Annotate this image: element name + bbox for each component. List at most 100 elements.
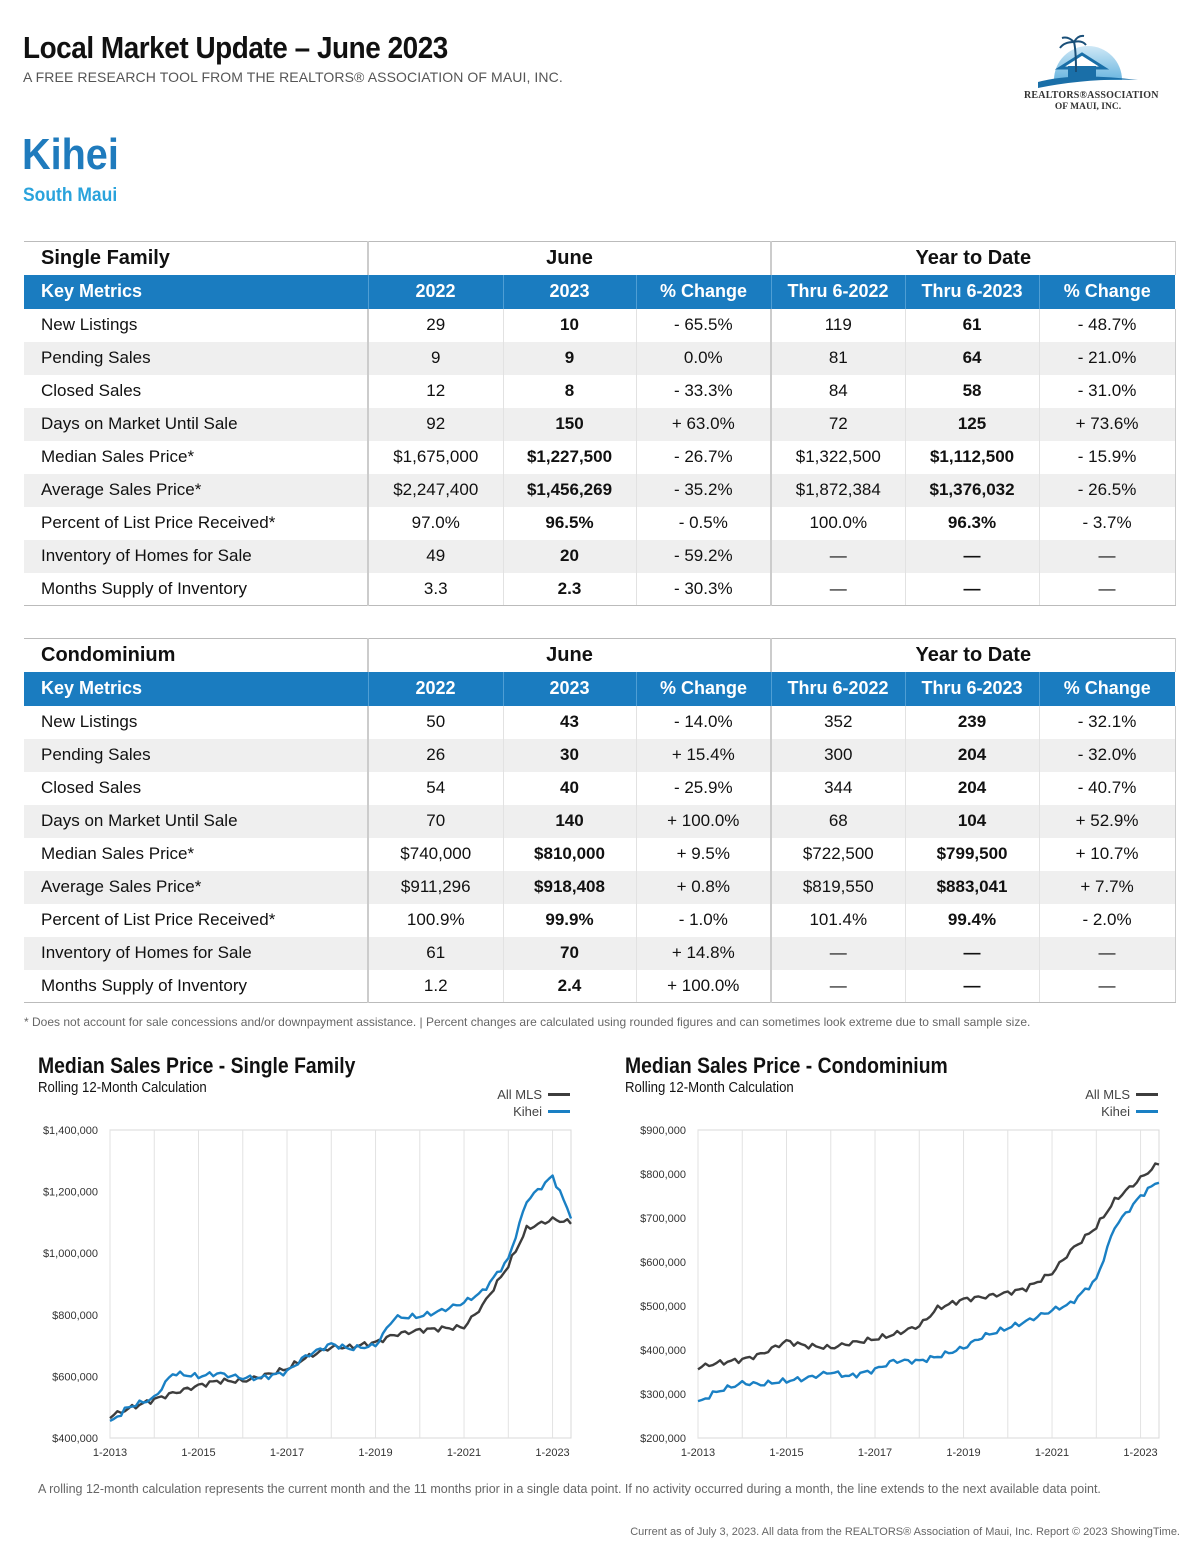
table-section-title: Condominium (24, 638, 368, 672)
metric-value: - 1.0% (635, 903, 772, 937)
metric-value: — (1038, 969, 1176, 1003)
series-line-kihei (109, 1174, 573, 1422)
metric-value: 96.3% (904, 506, 1040, 540)
legend-item-kihei: Kihei (420, 1103, 570, 1120)
metric-value: 352 (770, 705, 906, 739)
metric-name: Percent of List Price Received* (24, 506, 368, 540)
metric-value: $810,000 (502, 837, 636, 871)
metric-name: Average Sales Price* (24, 870, 368, 904)
table-row: Months Supply of Inventory 3.3 2.3- 30.3% —… (24, 572, 1176, 606)
metric-value: - 33.3% (635, 374, 772, 408)
metric-value: + 9.5% (635, 837, 772, 871)
metric-value: - 32.0% (1038, 738, 1176, 772)
metric-value: $918,408 (502, 870, 636, 904)
metric-value: 344 (770, 771, 906, 805)
metric-name: Average Sales Price* (24, 473, 368, 507)
chart-legend: All MLS Kihei (420, 1086, 570, 1120)
table-row: Days on Market Until Sale 92 150 + 63.0% 72 1… (24, 407, 1176, 441)
metric-value: 204 (904, 771, 1040, 805)
metric-value: 58 (904, 374, 1040, 408)
logo-text-line1: REALTORS®ASSOCIATION (1024, 90, 1159, 101)
metric-value: 104 (904, 804, 1040, 838)
table-row: Closed Sales 54 40- 25.9% 344 204- 40.7% (24, 771, 1176, 805)
metric-value: 96.5% (502, 506, 636, 540)
metric-value: + 63.0% (635, 407, 772, 441)
x-tick-label: 1-2019 (946, 1447, 980, 1459)
metric-value: 119 (770, 308, 906, 342)
metric-value: — (1038, 572, 1176, 606)
metric-value: 70 (367, 804, 503, 838)
x-tick-label: 1-2017 (270, 1447, 304, 1459)
y-tick-label: $500,000 (640, 1301, 686, 1313)
column-header: % Change (1038, 274, 1176, 309)
metric-value: 20 (502, 539, 636, 573)
legend-item-all-mls: All MLS (420, 1086, 570, 1103)
column-header: Key Metrics (24, 274, 368, 309)
metric-value: - 3.7% (1038, 506, 1176, 540)
column-header: Thru 6-2022 (770, 274, 906, 309)
metric-value: 61 (367, 936, 503, 970)
table-row: Median Sales Price* $1,675,000 $1,227,500-… (24, 440, 1176, 474)
metric-value: - 65.5% (635, 308, 772, 342)
metric-value: 150 (502, 407, 636, 441)
metric-value: $1,872,384 (770, 473, 906, 507)
y-tick-label: $1,400,000 (43, 1125, 98, 1137)
metric-name: Percent of List Price Received* (24, 903, 368, 937)
metric-value: 100.9% (367, 903, 503, 937)
legend-label: All MLS (497, 1087, 542, 1102)
metric-value: + 100.0% (635, 969, 772, 1003)
metric-value: - 30.3% (635, 572, 772, 606)
table-row: Inventory of Homes for Sale 61 70 + 14.8% — —… (24, 936, 1176, 970)
period-month-header: June (366, 638, 772, 672)
metric-name: Days on Market Until Sale (24, 804, 368, 838)
metric-value: - 26.7% (635, 440, 772, 474)
y-tick-label: $200,000 (640, 1433, 686, 1445)
metric-value: 99.9% (502, 903, 636, 937)
metric-name: Median Sales Price* (24, 440, 368, 474)
column-header: Key Metrics (24, 671, 368, 706)
metric-value: 26 (367, 738, 503, 772)
y-tick-label: $700,000 (640, 1213, 686, 1225)
metric-value: 30 (502, 738, 636, 772)
metric-value: 125 (904, 407, 1040, 441)
metric-value: $1,675,000 (367, 440, 503, 474)
metric-name: Days on Market Until Sale (24, 407, 368, 441)
association-logo: REALTORS®ASSOCIATION OF MAUI, INC. (1024, 28, 1159, 118)
metric-value: 9 (502, 341, 636, 375)
x-tick-label: 1-2021 (1035, 1447, 1069, 1459)
period-ytd-header: Year to Date (770, 638, 1176, 672)
metric-value: — (904, 572, 1040, 606)
table-row: Months Supply of Inventory 1.2 2.4 + 100.0%… (24, 969, 1176, 1003)
table-row: Pending Sales 9 9 0.0% 81 64- 21.0% (24, 341, 1176, 375)
metric-value: 49 (367, 539, 503, 573)
x-tick-label: 1-2021 (447, 1447, 481, 1459)
metric-value: $2,247,400 (367, 473, 503, 507)
metric-value: - 48.7% (1038, 308, 1176, 342)
column-header: % Change (635, 671, 772, 706)
y-tick-label: $1,200,000 (43, 1187, 98, 1199)
metric-name: Months Supply of Inventory (24, 969, 368, 1003)
metric-name: New Listings (24, 308, 368, 342)
logo-text-line2: OF MAUI, INC. (1054, 102, 1122, 112)
single-family-price-chart: 1-2013 1-2015 1-2017 1-2019 1-2021 1-2023 $400… (43, 1125, 573, 1459)
table-row: Percent of List Price Received* 100.9% 99.… (24, 903, 1176, 937)
table-row: Closed Sales 12 8- 33.3% 84 58- 31.0% (24, 374, 1176, 408)
metric-value: + 100.0% (635, 804, 772, 838)
table-row: Average Sales Price* $2,247,400 $1,456,269… (24, 473, 1176, 507)
column-header: Thru 6-2022 (770, 671, 906, 706)
period-ytd-header: Year to Date (770, 241, 1176, 275)
x-tick-label: 1-2023 (1123, 1447, 1157, 1459)
metric-value: — (770, 969, 906, 1003)
x-tick-label: 1-2019 (358, 1447, 392, 1459)
metric-value: $883,041 (904, 870, 1040, 904)
chart-title: Median Sales Price - Single Family (38, 1053, 356, 1078)
page-title: Local Market Update – June 2023 (23, 30, 448, 65)
metric-value: 61 (904, 308, 1040, 342)
metric-value: 9 (367, 341, 503, 375)
metric-name: Pending Sales (24, 341, 368, 375)
metric-value: — (770, 936, 906, 970)
metric-value: 300 (770, 738, 906, 772)
metric-value: $1,227,500 (502, 440, 636, 474)
area-name: Kihei (22, 130, 119, 179)
area-region: South Maui (23, 185, 118, 206)
